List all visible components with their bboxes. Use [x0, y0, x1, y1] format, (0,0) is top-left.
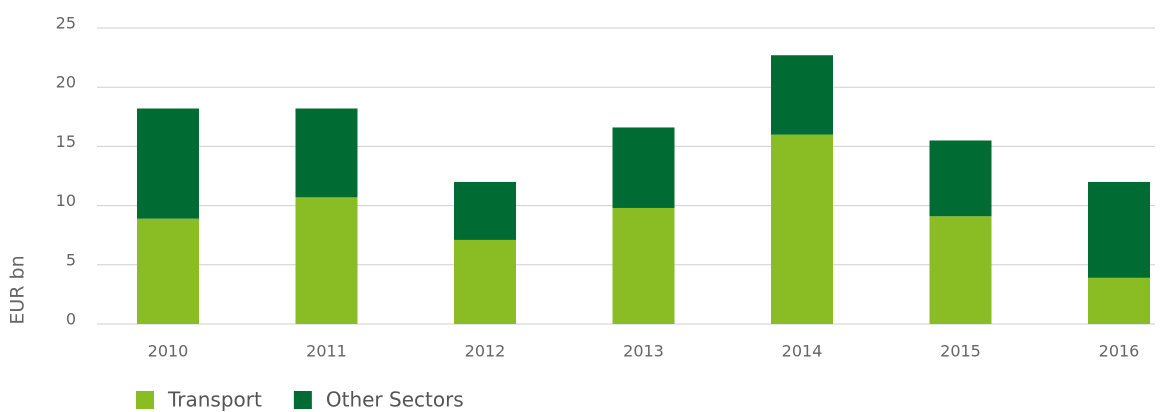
bar-segment — [929, 216, 992, 324]
legend-label: Other Sectors — [326, 388, 464, 412]
x-tick-label: 2015 — [940, 342, 981, 361]
bar-segment — [771, 134, 833, 324]
bar-segment — [295, 197, 358, 324]
legend-swatch — [136, 391, 154, 409]
y-tick-label: 25 — [56, 14, 76, 33]
y-tick-label: 15 — [56, 132, 76, 151]
bar-segment — [137, 218, 199, 324]
y-tick-label: 0 — [66, 310, 76, 329]
bar-segment — [771, 55, 833, 135]
x-tick-label: 2014 — [782, 342, 823, 361]
y-axis-label: EUR bn — [7, 255, 29, 324]
bar-segment — [612, 127, 675, 208]
bar-segment — [454, 239, 516, 324]
bar-segment — [1088, 277, 1150, 324]
bar-segment — [1088, 181, 1150, 278]
y-tick-label: 20 — [56, 73, 76, 92]
legend-label: Transport — [167, 388, 262, 412]
bar-segment — [454, 181, 516, 240]
legend-swatch — [293, 391, 312, 409]
x-tick-label: 2012 — [465, 342, 506, 361]
bar-segment — [612, 207, 675, 324]
y-tick-label: 10 — [56, 191, 76, 210]
bar-segment — [295, 108, 358, 198]
x-tick-label: 2010 — [148, 342, 189, 361]
x-tick-label: 2013 — [623, 342, 664, 361]
x-tick-label: 2011 — [306, 342, 347, 361]
x-tick-label: 2016 — [1099, 342, 1140, 361]
y-tick-label: 5 — [66, 250, 76, 269]
bar-segment — [929, 140, 992, 217]
bar-segment — [137, 108, 199, 219]
